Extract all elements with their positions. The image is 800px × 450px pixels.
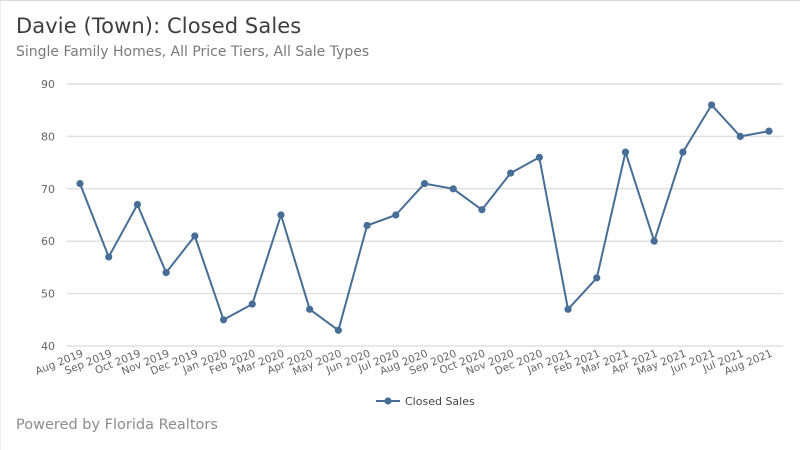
y-tick-label: 80 xyxy=(41,130,55,143)
y-tick-label: 90 xyxy=(41,78,55,91)
y-axis-ticks: 40 50 60 70 80 90 xyxy=(41,78,55,353)
data-point[interactable] xyxy=(248,300,256,308)
data-point[interactable] xyxy=(765,127,773,135)
data-point[interactable] xyxy=(593,274,601,282)
data-point[interactable] xyxy=(162,269,170,277)
data-point[interactable] xyxy=(535,153,543,161)
data-point[interactable] xyxy=(334,326,342,334)
data-point[interactable] xyxy=(736,132,744,140)
legend-label: Closed Sales xyxy=(405,395,475,408)
data-point[interactable] xyxy=(679,148,687,156)
data-point[interactable] xyxy=(420,179,429,188)
data-point[interactable] xyxy=(306,305,314,313)
chart-title: Davie (Town): Closed Sales xyxy=(16,14,302,38)
data-point[interactable] xyxy=(621,148,630,156)
data-point[interactable] xyxy=(277,211,285,219)
gridlines xyxy=(67,83,783,347)
series-closed-sales xyxy=(76,101,773,334)
footer-credit: Powered by Florida Realtors xyxy=(16,417,218,433)
data-point[interactable] xyxy=(105,253,113,261)
series-line xyxy=(79,104,770,332)
y-tick-label: 60 xyxy=(41,235,55,248)
legend-marker-icon xyxy=(384,397,392,405)
data-point[interactable] xyxy=(133,200,142,209)
data-point[interactable] xyxy=(707,101,716,109)
y-tick-label: 40 xyxy=(41,340,55,353)
data-point[interactable] xyxy=(564,305,572,313)
data-point[interactable] xyxy=(478,206,486,214)
chart-subtitle: Single Family Homes, All Price Tiers, Al… xyxy=(16,44,370,60)
data-point[interactable] xyxy=(363,221,371,230)
legend[interactable]: Closed Sales xyxy=(376,395,475,408)
data-point[interactable] xyxy=(507,169,515,177)
data-point[interactable] xyxy=(650,237,658,245)
data-point[interactable] xyxy=(191,232,199,240)
data-point[interactable] xyxy=(449,185,457,193)
y-tick-label: 50 xyxy=(41,288,55,301)
data-point[interactable] xyxy=(219,316,228,324)
data-point[interactable] xyxy=(392,211,400,219)
y-tick-label: 70 xyxy=(41,183,55,196)
data-point[interactable] xyxy=(76,179,84,188)
